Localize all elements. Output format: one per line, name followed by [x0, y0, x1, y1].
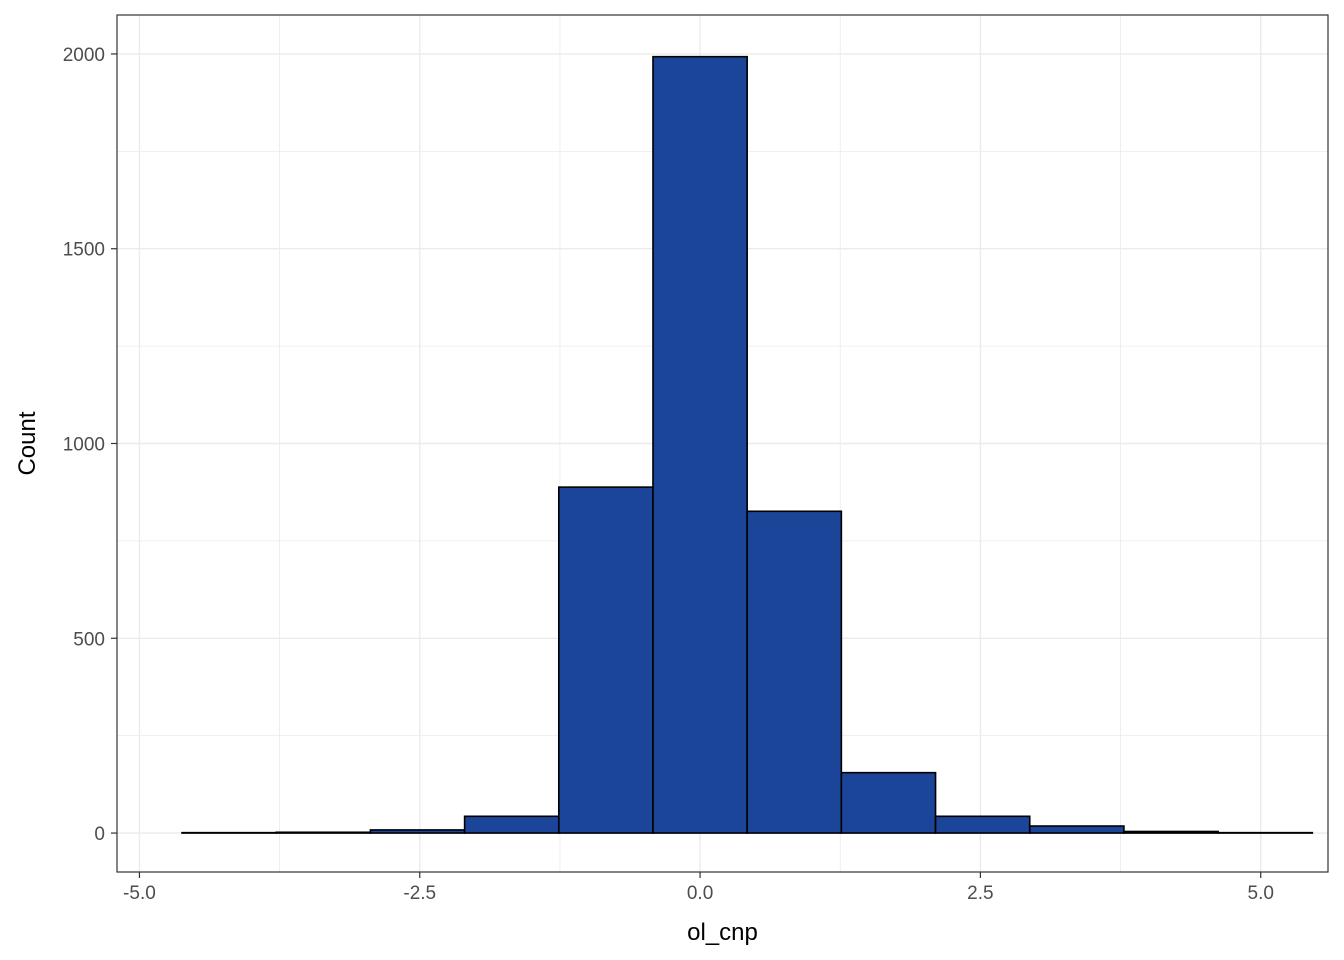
histogram-bar — [275, 831, 372, 834]
x-axis: -5.0 -2.5 0.0 2.5 5.0 — [123, 872, 1274, 904]
histogram-bar — [1028, 825, 1125, 834]
x-tick-label: 2.5 — [967, 883, 993, 904]
histogram-bar — [652, 55, 748, 834]
x-tick-label: -5.0 — [123, 883, 156, 904]
histogram-bars — [181, 55, 1314, 834]
y-tick-label: 1500 — [63, 240, 105, 261]
histogram-bar — [746, 510, 843, 834]
x-tick-label: 5.0 — [1248, 883, 1274, 904]
histogram-bar — [557, 486, 654, 834]
y-axis: 0 500 1000 1500 2000 — [63, 45, 117, 845]
x-tick-label: -2.5 — [403, 883, 436, 904]
histogram-bar — [1123, 830, 1219, 834]
histogram-bar — [463, 815, 560, 834]
y-tick-label: 1000 — [63, 435, 105, 456]
x-tick-label: 0.0 — [687, 883, 713, 904]
histogram-bar — [369, 829, 466, 834]
histogram-bar — [934, 815, 1031, 834]
x-axis-title: ol_cnp — [687, 919, 758, 946]
y-tick-label: 0 — [94, 824, 105, 845]
y-tick-label: 500 — [73, 629, 105, 650]
histogram-bar — [840, 771, 937, 834]
y-tick-label: 2000 — [63, 45, 105, 66]
y-axis-title: Count — [14, 411, 41, 475]
